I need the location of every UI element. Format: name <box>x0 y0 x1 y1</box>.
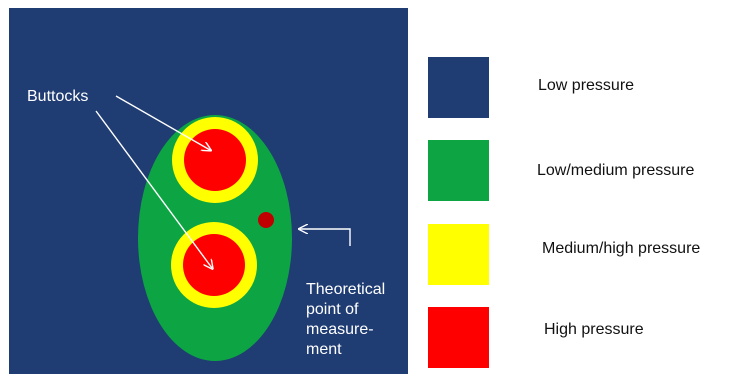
measurement-label-line-4: ment <box>306 341 342 358</box>
buttocks-arrow-upper <box>115 95 210 150</box>
legend-label-low: Low pressure <box>538 77 635 94</box>
measurement-label-line-2: point of <box>306 301 359 318</box>
measurement-point <box>258 212 274 228</box>
buttocks-arrow-lower <box>95 110 212 268</box>
lower-high-pressure-zone <box>183 234 245 296</box>
measurement-label-line-3: measure- <box>306 321 374 338</box>
legend-swatch-high <box>428 307 489 368</box>
legend-label-high: High pressure <box>544 321 644 338</box>
legend-swatch-low <box>428 57 489 118</box>
legend-swatch-low-medium <box>428 140 489 201</box>
buttocks-label: Buttocks <box>27 88 88 105</box>
measurement-callout-arrow <box>300 229 351 246</box>
upper-high-pressure-zone <box>184 129 246 191</box>
measurement-label: Theoretical point of measure- ment <box>306 281 390 358</box>
legend-label-low-medium: Low/medium pressure <box>537 162 695 179</box>
measurement-label-line-1: Theoretical <box>306 281 385 298</box>
legend-swatch-medium-high <box>428 224 489 285</box>
legend-label-medium-high: Medium/high pressure <box>542 240 701 257</box>
